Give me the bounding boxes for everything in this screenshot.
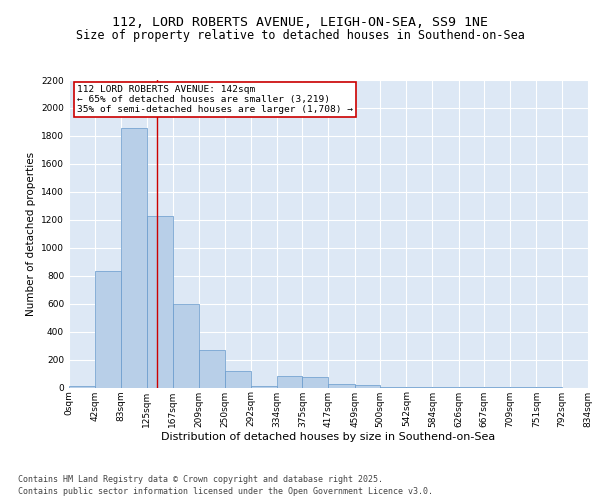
Bar (458, 387, 484, 388)
Text: Contains HM Land Registry data © Crown copyright and database right 2025.: Contains HM Land Registry data © Crown c… (18, 476, 383, 484)
Bar (199, 350, 224, 388)
Bar (95, 272, 121, 388)
Bar (121, 128, 147, 388)
Bar (510, 387, 536, 388)
X-axis label: Distribution of detached houses by size in Southend-on-Sea: Distribution of detached houses by size … (161, 432, 496, 442)
Bar (69, 386, 95, 388)
Bar (536, 387, 562, 388)
Bar (355, 385, 380, 388)
Text: Contains public sector information licensed under the Open Government Licence v3: Contains public sector information licen… (18, 486, 433, 496)
Bar (484, 387, 510, 388)
Bar (147, 216, 173, 388)
Text: 112 LORD ROBERTS AVENUE: 142sqm
← 65% of detached houses are smaller (3,219)
35%: 112 LORD ROBERTS AVENUE: 142sqm ← 65% of… (77, 84, 353, 114)
Bar (251, 386, 277, 388)
Text: 112, LORD ROBERTS AVENUE, LEIGH-ON-SEA, SS9 1NE: 112, LORD ROBERTS AVENUE, LEIGH-ON-SEA, … (112, 16, 488, 29)
Text: Size of property relative to detached houses in Southend-on-Sea: Size of property relative to detached ho… (76, 28, 524, 42)
Bar (329, 384, 355, 388)
Bar (406, 387, 433, 388)
Bar (277, 376, 302, 388)
Bar (380, 387, 406, 388)
Bar (302, 377, 329, 388)
Bar (224, 370, 251, 388)
Bar (173, 304, 199, 388)
Y-axis label: Number of detached properties: Number of detached properties (26, 152, 35, 316)
Bar (433, 387, 458, 388)
